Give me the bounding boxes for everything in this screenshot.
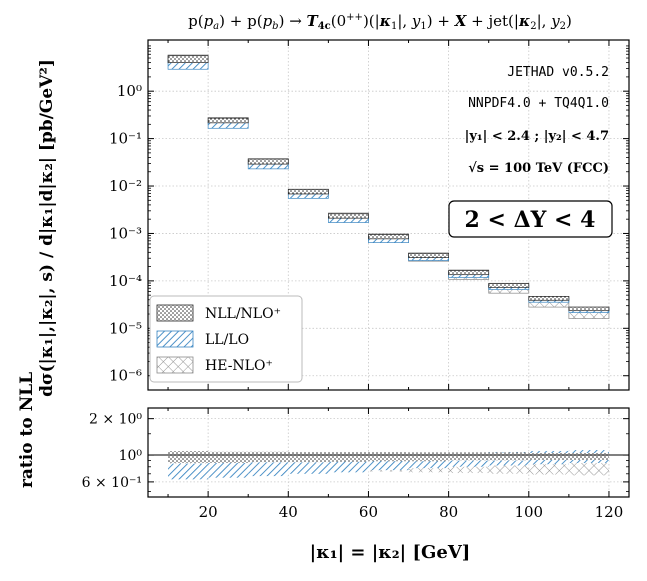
y-tick-label: 10⁻²	[109, 177, 142, 195]
legend-label-he: HE-NLO⁺	[205, 358, 273, 374]
ratio-band-ll-bin	[248, 460, 289, 477]
annotation-cuts: |y₁| < 2.4 ; |y₂| < 4.7	[465, 129, 609, 144]
legend-swatch-nll	[156, 304, 194, 322]
annotation-energy: √s = 100 TeV (FCC)	[468, 161, 609, 176]
band-nll-bin	[207, 117, 249, 124]
ratio-panel-frame	[147, 407, 630, 498]
x-tick-label: 60	[359, 503, 378, 521]
ratio-band-nll-bin	[328, 452, 369, 462]
x-tick-label: 20	[199, 503, 218, 521]
y-tick-label: 10⁻⁵	[109, 319, 142, 337]
ratio-band-ll-bin	[288, 458, 329, 474]
main-panel-frame	[147, 39, 630, 391]
legend-swatch-ll	[156, 330, 194, 348]
ratio-band-nll-bin	[168, 451, 209, 463]
ratio-band-nll-bin	[248, 451, 289, 463]
ratio-tick-label: 2 × 10⁰	[89, 412, 142, 428]
rapidity-window-box	[448, 200, 613, 238]
ratio-band-nll-bin	[208, 451, 249, 463]
band-nll-bin	[448, 270, 490, 276]
ratio-band-nll-bin	[528, 453, 569, 461]
band-nll-bin	[167, 55, 209, 63]
legend-label-nll: NLL/NLO⁺	[205, 306, 281, 322]
band-nll-bin	[328, 213, 369, 219]
ratio-band-ll-bin	[168, 463, 209, 480]
band-nll-bin	[568, 306, 610, 312]
x-axis-label: |κ₁| = |κ₂| [GeV]	[310, 542, 471, 563]
ratio-band-nll-bin	[568, 453, 609, 461]
ratio-band-nll-bin	[488, 452, 529, 461]
legend: NLL/NLO⁺ LL/LO HE-NLO⁺	[149, 295, 303, 383]
ratio-panel-bands	[148, 450, 629, 480]
ratio-band-nll-bin	[448, 452, 489, 461]
y-tick-label: 10⁰	[117, 82, 142, 100]
ratio-tick-label: 6 × 10⁻¹	[82, 475, 142, 491]
x-tick-label: 40	[279, 503, 298, 521]
ratio-band-nll-bin	[408, 452, 449, 462]
annotation-pdf: NNPDF4.0 + TQ4Q1.0	[468, 96, 609, 111]
x-tick-label: 80	[439, 503, 458, 521]
band-nll-bin	[287, 189, 329, 195]
band-nll-bin	[528, 296, 570, 301]
legend-label-ll: LL/LO	[205, 332, 249, 348]
x-tick-label: 100	[514, 503, 543, 521]
ratio-panel-grid	[148, 408, 629, 497]
ratio-axis-label: ratio to NLL	[17, 372, 37, 488]
annotation-rapidity-window: 2 < ΔY < 4	[465, 207, 596, 233]
band-nll-bin	[408, 253, 449, 258]
ratio-band-nll-bin	[288, 452, 329, 463]
y-axis-label: dσ(|κ₁|,|κ₂|, s) / d|κ₁|d|κ₂| [pb/GeV²]	[37, 59, 57, 397]
y-tick-label: 10⁻¹	[109, 130, 142, 148]
y-tick-label: 10⁻⁶	[109, 367, 142, 385]
band-nll-bin	[247, 158, 289, 165]
annotation-generator: JETHAD v0.5.2	[507, 65, 609, 80]
chart-title: p(pa) + p(pb) → T4c(0++)(|κ1|, y1) + X +…	[188, 12, 572, 32]
band-nll-bin	[368, 234, 409, 240]
axes: 20 40 60 80 100 120 10⁰ 10⁻¹ 10⁻² 10⁻³ 10⁻⁴ 10⁻⁵ 10⁻…	[82, 39, 630, 521]
ratio-band-ll-bin	[208, 461, 249, 478]
y-tick-label: 10⁻³	[109, 224, 142, 242]
legend-swatch-he	[156, 356, 194, 374]
band-ll-bin	[207, 122, 249, 129]
ratio-tick-label: 10⁰	[119, 448, 143, 464]
ratio-band-nll-bin	[368, 452, 409, 462]
y-tick-label: 10⁻⁴	[109, 272, 142, 290]
main-panel-bands	[167, 54, 610, 319]
band-nll-bin	[488, 283, 530, 288]
x-tick-label: 120	[595, 503, 624, 521]
